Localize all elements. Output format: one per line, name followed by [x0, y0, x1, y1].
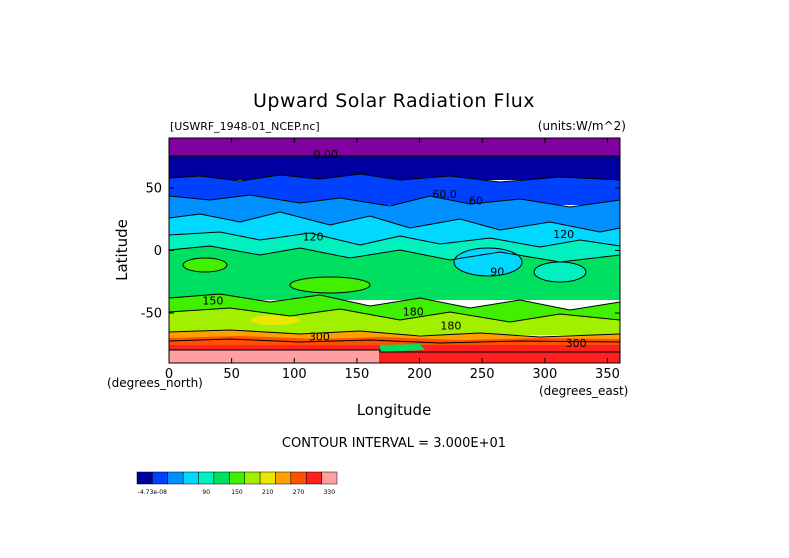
band-antarctic-pink: [169, 350, 379, 363]
colorbar-tick-labels: -4.73e-08 90 150 210 270 330: [138, 489, 335, 496]
colorbar-swatch: [305, 471, 322, 485]
x-tick-label: 50: [223, 367, 240, 382]
y-tick-label: -50: [141, 307, 162, 322]
colorbar-tick-label: 210: [262, 489, 274, 496]
y-axis-ticks: 50 0 -50: [141, 182, 620, 322]
patch-lime-west: [183, 258, 227, 272]
colorbar-tick-label: 90: [202, 489, 210, 496]
x-unit-label: (degrees_east): [539, 384, 628, 398]
y-unit-label: (degrees_north): [107, 376, 203, 390]
x-axis-label: Longitude: [357, 401, 432, 419]
y-axis-label: Latitude: [113, 219, 131, 281]
band-antarctic-red: [380, 352, 620, 363]
x-tick-label: 300: [532, 367, 557, 382]
contour-label: 150: [202, 294, 223, 307]
colorbar-swatch: [229, 471, 245, 485]
contour-label: 120: [553, 228, 574, 241]
contour-interval-text: CONTOUR INTERVAL = 3.000E+01: [282, 436, 506, 451]
contour-label: 180: [403, 306, 424, 319]
colorbar-swatch: [152, 471, 169, 485]
band-polar-north: [169, 138, 620, 158]
x-tick-label: 150: [345, 367, 370, 382]
colorbar-tick-label: -4.73e-08: [138, 489, 167, 496]
source-file-label: [USWRF_1948-01_NCEP.nc]: [170, 120, 320, 133]
units-label: (units:W/m^2): [538, 119, 626, 133]
contour-labels: 0.00 60.0 60 120 120 90 150 180 180 300 300: [202, 148, 586, 350]
contour-label: 300: [309, 331, 330, 344]
contour-label: 60: [469, 194, 483, 207]
y-tick-label: 0: [154, 244, 162, 259]
x-tick-label: 0: [165, 367, 173, 382]
colorbar-swatch: [244, 471, 261, 485]
x-axis-ticks: 0 50 100 150 200 250 300 350: [165, 138, 620, 382]
x-tick-label: 100: [282, 367, 307, 382]
colorbar-tick-label: 330: [324, 489, 336, 496]
band-high-north: [169, 156, 620, 180]
colorbar-swatch: [275, 471, 292, 485]
colorbar-swatch: [321, 471, 338, 485]
contour-label: 90: [490, 266, 504, 279]
x-tick-label: 350: [595, 367, 620, 382]
colorbar-swatch: [182, 471, 199, 485]
colorbar-swatch: [167, 471, 184, 485]
patch-cyan-east: [534, 262, 586, 282]
colorbar-swatch: [136, 471, 153, 485]
x-tick-label: 250: [470, 367, 495, 382]
colorbar-tick-label: 270: [293, 489, 305, 496]
contour-label: 300: [566, 337, 587, 350]
contour-lines: [169, 155, 620, 353]
colorbar-swatch: [290, 471, 307, 485]
y-tick-label: 50: [145, 182, 162, 197]
patch-yellow-south: [250, 315, 300, 325]
band-yellowgreen: [169, 308, 620, 335]
x-tick-label: 200: [407, 367, 432, 382]
contour-label: 180: [440, 319, 461, 332]
colorbar: [136, 471, 338, 485]
patch-lime-center: [290, 277, 370, 293]
colorbar-swatch: [198, 471, 215, 485]
plot-area: 0.00 60.0 60 120 120 90 150 180 180 300 300: [169, 138, 620, 363]
colorbar-swatch: [259, 471, 276, 485]
contour-label: 60.0: [432, 188, 457, 201]
band-ross-sea: [380, 344, 425, 352]
colorbar-swatch: [213, 471, 230, 485]
colorbar-tick-label: 150: [231, 489, 243, 496]
band-orange-red: [169, 336, 620, 345]
patch-cyan-midpacific: [454, 248, 522, 276]
contour-label: 0.00: [313, 148, 338, 161]
contour-label: 120: [303, 231, 324, 244]
chart-title: Upward Solar Radiation Flux: [253, 90, 535, 112]
